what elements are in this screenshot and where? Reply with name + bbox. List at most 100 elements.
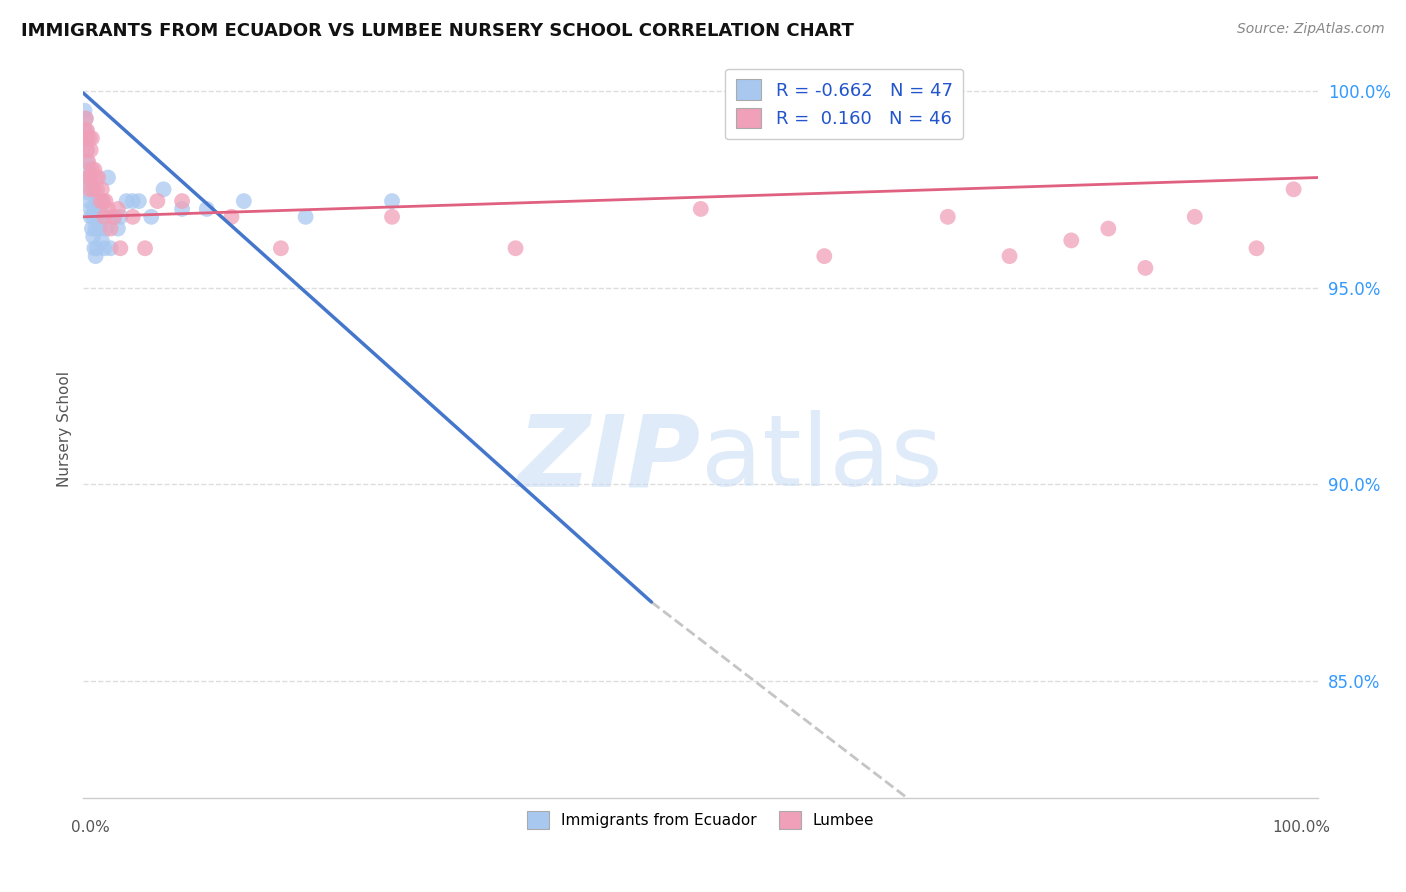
Point bbox=[84, 249, 107, 263]
Text: Source: ZipAtlas.com: Source: ZipAtlas.com bbox=[1237, 22, 1385, 37]
Point bbox=[77, 170, 100, 185]
Point bbox=[1060, 233, 1083, 247]
Point bbox=[94, 194, 117, 208]
Point bbox=[80, 143, 103, 157]
Point bbox=[90, 194, 112, 208]
Point bbox=[232, 194, 254, 208]
Text: 0.0%: 0.0% bbox=[70, 820, 110, 835]
Point bbox=[75, 131, 97, 145]
Point bbox=[79, 131, 101, 145]
Point bbox=[94, 221, 117, 235]
Point bbox=[93, 241, 115, 255]
Point bbox=[97, 202, 120, 216]
Point bbox=[77, 162, 100, 177]
Point bbox=[110, 210, 132, 224]
Point bbox=[84, 221, 107, 235]
Point bbox=[75, 123, 97, 137]
Point bbox=[107, 202, 129, 216]
Point bbox=[79, 186, 101, 201]
Point bbox=[86, 182, 108, 196]
Point bbox=[813, 249, 835, 263]
Point bbox=[110, 241, 132, 255]
Point bbox=[936, 210, 959, 224]
Point bbox=[79, 194, 101, 208]
Point bbox=[73, 123, 96, 137]
Text: atlas: atlas bbox=[700, 410, 942, 507]
Point bbox=[80, 162, 103, 177]
Point bbox=[82, 229, 104, 244]
Point bbox=[91, 194, 114, 208]
Point bbox=[100, 241, 122, 255]
Point bbox=[103, 210, 125, 224]
Point bbox=[83, 162, 105, 177]
Y-axis label: Nursery School: Nursery School bbox=[58, 371, 72, 487]
Point bbox=[86, 194, 108, 208]
Point bbox=[97, 170, 120, 185]
Point bbox=[172, 202, 194, 216]
Point bbox=[1135, 260, 1157, 275]
Point bbox=[90, 182, 112, 196]
Text: IMMIGRANTS FROM ECUADOR VS LUMBEE NURSERY SCHOOL CORRELATION CHART: IMMIGRANTS FROM ECUADOR VS LUMBEE NURSER… bbox=[21, 22, 853, 40]
Point bbox=[79, 182, 101, 196]
Point bbox=[128, 194, 150, 208]
Point bbox=[121, 194, 143, 208]
Point bbox=[172, 194, 194, 208]
Point bbox=[73, 103, 96, 118]
Point bbox=[84, 170, 107, 185]
Point bbox=[75, 112, 97, 126]
Point bbox=[89, 221, 111, 235]
Point bbox=[381, 194, 404, 208]
Point bbox=[294, 210, 316, 224]
Point bbox=[76, 154, 98, 169]
Point bbox=[82, 182, 104, 196]
Point bbox=[134, 241, 156, 255]
Point bbox=[77, 154, 100, 169]
Point bbox=[90, 202, 112, 216]
Point bbox=[76, 143, 98, 157]
Point bbox=[80, 131, 103, 145]
Point bbox=[76, 143, 98, 157]
Point bbox=[87, 170, 110, 185]
Text: 100.0%: 100.0% bbox=[1272, 820, 1330, 835]
Legend: Immigrants from Ecuador, Lumbee: Immigrants from Ecuador, Lumbee bbox=[522, 805, 880, 835]
Text: ZIP: ZIP bbox=[517, 410, 700, 507]
Point bbox=[80, 210, 103, 224]
Point bbox=[83, 202, 105, 216]
Point bbox=[91, 210, 114, 224]
Point bbox=[121, 210, 143, 224]
Point bbox=[80, 202, 103, 216]
Point bbox=[505, 241, 527, 255]
Point bbox=[79, 178, 101, 193]
Point bbox=[141, 210, 163, 224]
Point bbox=[77, 170, 100, 185]
Point bbox=[90, 194, 112, 208]
Point bbox=[83, 241, 105, 255]
Point bbox=[82, 210, 104, 224]
Point bbox=[107, 221, 129, 235]
Point bbox=[1246, 241, 1268, 255]
Point bbox=[381, 210, 404, 224]
Point bbox=[87, 210, 110, 224]
Point bbox=[998, 249, 1021, 263]
Point bbox=[75, 112, 97, 126]
Point bbox=[1184, 210, 1206, 224]
Point bbox=[152, 182, 174, 196]
Point bbox=[80, 170, 103, 185]
Point bbox=[115, 194, 138, 208]
Point bbox=[80, 221, 103, 235]
Point bbox=[270, 241, 292, 255]
Point bbox=[1097, 221, 1119, 235]
Point bbox=[689, 202, 711, 216]
Point bbox=[221, 210, 243, 224]
Point bbox=[100, 221, 122, 235]
Point bbox=[195, 202, 218, 216]
Point bbox=[1282, 182, 1305, 196]
Point bbox=[80, 182, 103, 196]
Point bbox=[90, 233, 112, 247]
Point bbox=[86, 241, 108, 255]
Point bbox=[146, 194, 169, 208]
Point bbox=[76, 123, 98, 137]
Point bbox=[93, 210, 115, 224]
Point bbox=[103, 210, 125, 224]
Point bbox=[76, 131, 98, 145]
